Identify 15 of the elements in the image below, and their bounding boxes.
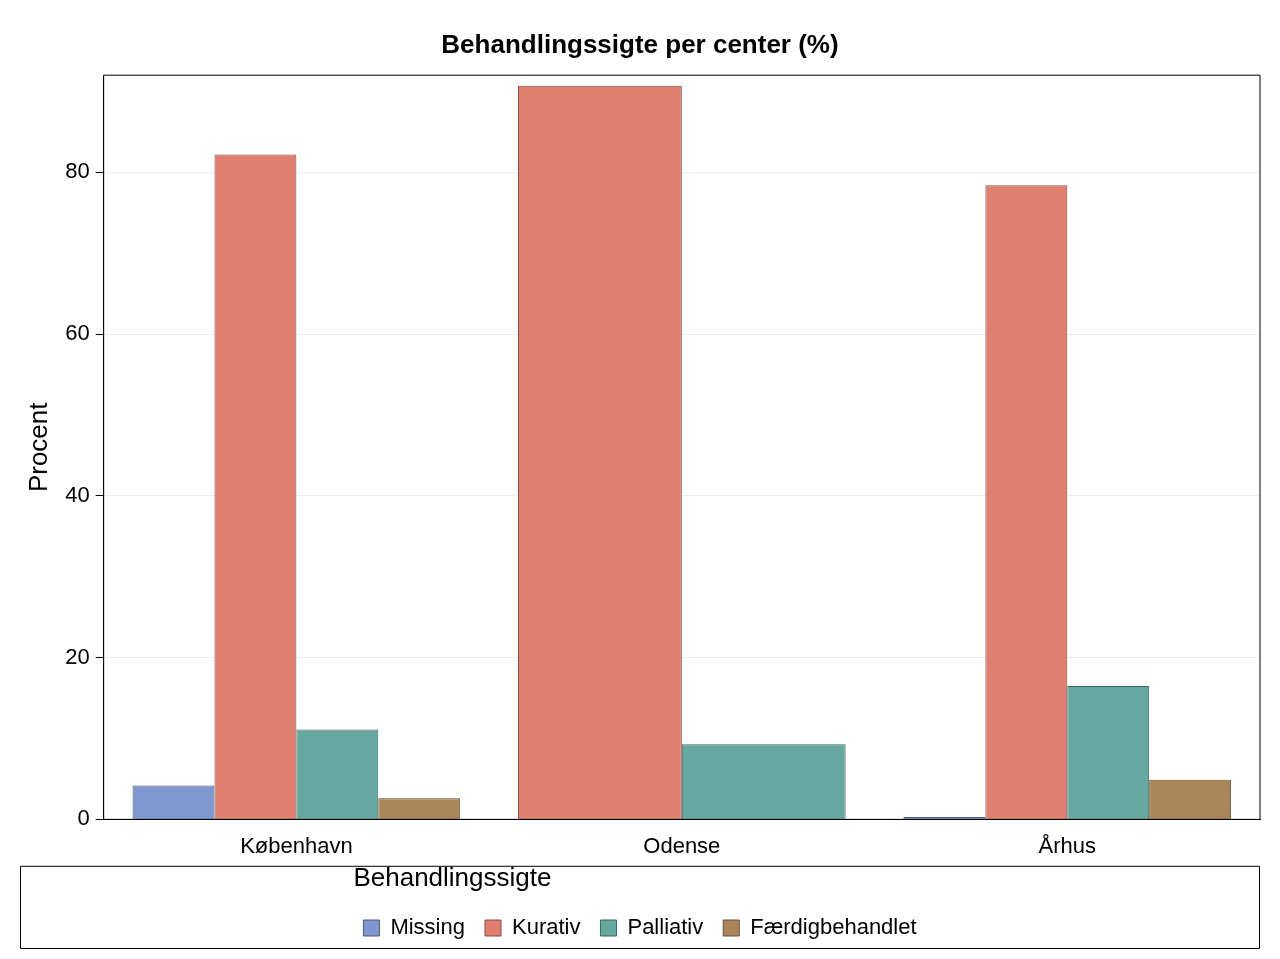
y-tick-label: 80 (65, 158, 90, 184)
x-tick-label: Århus (1038, 832, 1097, 858)
x-tick-label: Odense (643, 832, 721, 858)
legend-label: Palliativ (627, 914, 704, 940)
y-tick-label: 40 (65, 481, 90, 507)
y-tick-label: 60 (65, 320, 90, 346)
legend-label: Kurativ (511, 914, 581, 940)
y-tick-label: 20 (65, 643, 90, 669)
chart-title: Behandlingssigte per center (%) (441, 28, 839, 59)
x-tick-label: København (240, 832, 353, 858)
legend-title: Behandlingssigte (353, 861, 552, 892)
legend-label: Færdigbehandlet (750, 914, 917, 940)
y-axis-title: Procent (22, 401, 53, 493)
y-tick-label: 0 (77, 805, 90, 831)
legend-label: Missing (390, 914, 465, 940)
